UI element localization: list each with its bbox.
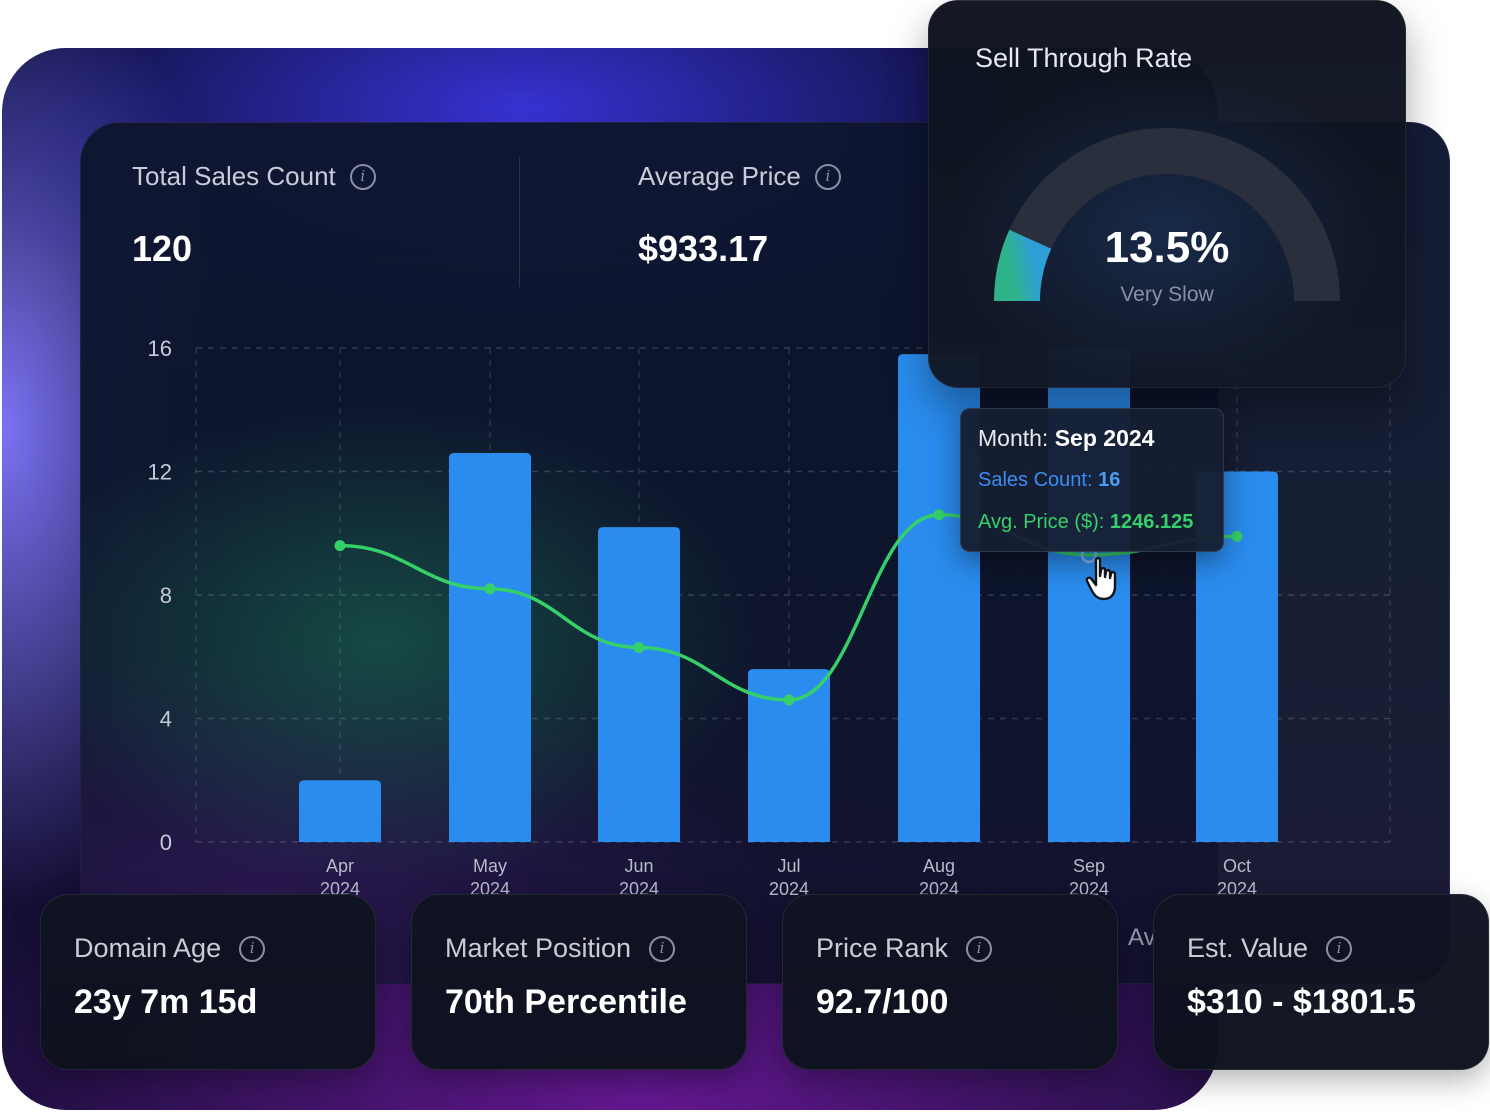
avg-price-point <box>633 641 645 653</box>
chart-tooltip: Month: Sep 2024 Sales Count: 16 Avg. Pri… <box>960 408 1224 552</box>
x-tick-label: Jul <box>777 856 800 876</box>
tooltip-month: Month: Sep 2024 <box>978 425 1155 451</box>
x-tick-label: May <box>473 856 507 876</box>
total-sales-label: Total Sales Count <box>132 161 336 191</box>
market-position-label: Market Position <box>445 933 632 963</box>
x-tick-label: Aug <box>923 856 955 876</box>
price-rank-card: Price Rank i 92.7/100 <box>782 894 1118 1070</box>
total-sales-stat: Total Sales Count i 120 <box>132 161 376 270</box>
bar-jun-2024 <box>598 527 680 842</box>
x-tick-label: Oct <box>1223 856 1251 876</box>
average-price-label: Average Price <box>638 161 801 191</box>
gauge-value: 13.5% <box>1104 223 1230 272</box>
bar-apr-2024 <box>299 780 381 842</box>
bar-may-2024 <box>449 452 531 842</box>
avg-price-point <box>334 540 346 552</box>
info-icon[interactable]: i <box>966 935 993 962</box>
average-price-value: $933.17 <box>638 228 769 269</box>
tooltip-sales-count: Sales Count: 16 <box>978 469 1121 491</box>
y-tick-label: 16 <box>148 336 172 361</box>
total-sales-value: 120 <box>132 228 193 269</box>
gauge-status: Very Slow <box>1120 283 1214 306</box>
est-value-card: Est. Value i $310 - $1801.5 <box>1153 894 1489 1070</box>
price-rank-value: 92.7/100 <box>816 983 949 1021</box>
x-tick-label: Apr <box>326 856 354 876</box>
est-value-label: Est. Value <box>1187 933 1309 963</box>
x-tick-label: Sep <box>1073 856 1105 876</box>
avg-price-point <box>484 583 496 595</box>
sell-through-rate-card: Sell Through Rate 13.5% Very Slow <box>928 0 1406 388</box>
price-rank-label: Price Rank <box>816 933 949 963</box>
info-icon[interactable]: i <box>814 163 841 190</box>
market-position-card: Market Position i 70th Percentile <box>411 894 747 1070</box>
domain-age-label: Domain Age <box>74 933 222 963</box>
market-position-value: 70th Percentile <box>445 983 687 1021</box>
info-icon[interactable]: i <box>1326 935 1353 962</box>
gauge-track <box>994 128 1340 302</box>
avg-price-point <box>783 694 795 706</box>
gauge-fill <box>994 229 1052 302</box>
bar-jul-2024 <box>748 669 830 842</box>
stat-divider <box>519 157 520 287</box>
x-tick-label-year: 2024 <box>769 879 809 899</box>
bar-oct-2024 <box>1196 471 1278 842</box>
x-tick-label: Jun <box>624 856 653 876</box>
avg-price-point <box>1231 530 1243 542</box>
gauge-title: Sell Through Rate <box>975 43 1193 73</box>
bar-aug-2024 <box>898 354 980 842</box>
gauge-meter <box>994 128 1340 302</box>
info-icon[interactable]: i <box>649 935 676 962</box>
domain-age-card: Domain Age i 23y 7m 15d <box>40 894 376 1070</box>
y-tick-label: 0 <box>160 830 172 855</box>
domain-age-value: 23y 7m 15d <box>74 983 258 1021</box>
y-tick-label: 12 <box>148 460 172 485</box>
hidden-stat-peek: Av <box>1128 924 1156 951</box>
y-tick-label: 4 <box>160 707 172 732</box>
tooltip-avg-price: Avg. Price ($): 1246.125 <box>978 511 1194 533</box>
avg-price-point <box>933 509 945 521</box>
y-tick-label: 8 <box>160 583 172 608</box>
hand-pointer-icon <box>1085 556 1117 601</box>
info-icon[interactable]: i <box>239 935 266 962</box>
info-icon[interactable]: i <box>349 163 376 190</box>
average-price-stat: Average Price i $933.17 <box>638 161 841 270</box>
est-value-value: $310 - $1801.5 <box>1187 983 1416 1021</box>
